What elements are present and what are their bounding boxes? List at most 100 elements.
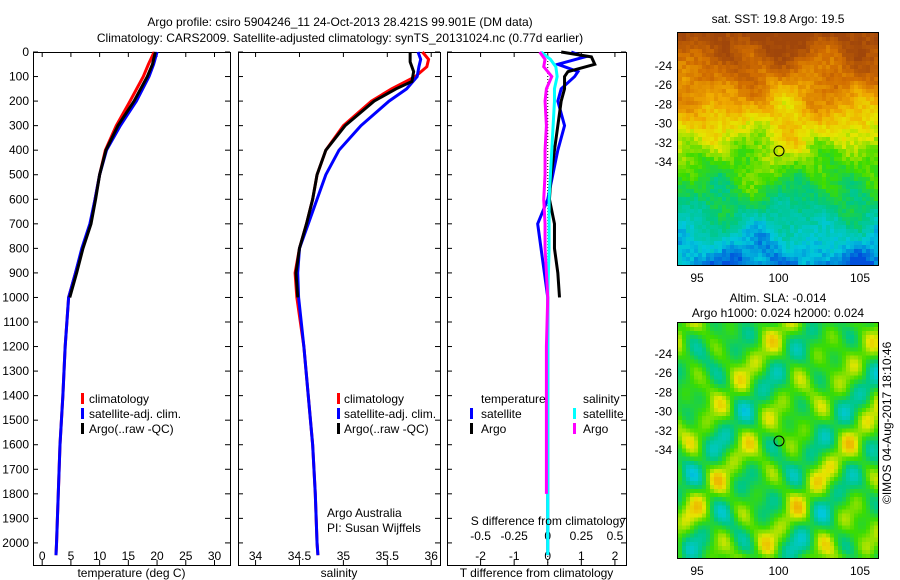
depth-tick-label: 100 [9,70,29,84]
x-tick-label: 2 [612,549,619,563]
depth-tick-label: 900 [9,266,29,280]
legend-argo: Argo(..raw -QC) [344,422,429,436]
lat-tick-label: -34 [655,443,673,457]
s-tick-label: -0.25 [500,529,528,543]
sst-map-image [678,33,878,265]
x-tick-label: -2 [475,549,486,563]
legend-salinity-title: salinity [583,392,620,406]
x-tick-label: 0 [39,549,46,563]
legend-climatology: climatology [344,392,404,406]
depth-tick-label: 1100 [3,315,29,329]
depth-tick-label: 700 [9,217,29,231]
legend-swatch-s-argo [573,423,576,434]
depth-tick-label: 400 [9,143,29,157]
depth-tick-label: 2000 [2,536,29,550]
series-salinity-argo [538,51,554,494]
depth-tick-label: 1800 [2,487,29,501]
legend-s-argo: Argo [583,422,609,436]
lon-tick-label: 105 [850,271,870,285]
x-tick-label: -1 [509,549,520,563]
lat-tick-label: -26 [655,366,673,380]
lat-tick-label: -26 [655,78,673,92]
depth-tick-label: 1000 [2,290,29,304]
legend-swatch-t-argo [470,423,473,434]
depth-tick-label: 1700 [2,462,29,476]
legend-swatch-argo [81,423,84,434]
depth-tick-label: 1200 [2,340,29,354]
sla-map-title1: Altim. SLA: -0.014 [730,291,827,305]
lon-tick-label: 105 [850,564,870,578]
series-temperature-argo [547,50,597,298]
series-temperature-satellite [536,50,590,556]
s-diff-axis-label: S difference from climatology [471,514,626,528]
lat-tick-label: -24 [655,347,673,361]
plot-frame [447,52,627,566]
legend-s-satellite: satellite [583,407,624,421]
lat-tick-label: -28 [655,385,673,399]
legend-swatch-climatology [81,393,84,404]
x-axis-label: T difference from climatology [460,566,614,580]
plot-frame [238,52,441,566]
legend-temperature-title: temperature [481,392,546,406]
x-tick-label: 36 [425,549,439,563]
depth-tick-label: 1600 [2,438,29,452]
sst-map-title: sat. SST: 19.8 Argo: 19.5 [712,12,845,26]
x-tick-label: 30 [208,549,222,563]
legend-swatch-climatology [337,393,340,404]
s-tick-label: 0.25 [570,529,594,543]
depth-tick-label: 0 [22,45,29,59]
s-tick-label: 0.5 [607,529,624,543]
depth-tick-label: 1400 [2,389,29,403]
credit-line2: PI: Susan Wijffels [327,521,421,535]
legend-swatch-argo [337,423,340,434]
lat-tick-label: -32 [655,424,673,438]
legend-swatch-t-satellite [470,408,473,419]
legend-satellite: satellite-adj. clim. [344,407,436,421]
legend-climatology: climatology [89,392,149,406]
legend-t-satellite: satellite [481,407,522,421]
lat-tick-label: -28 [655,97,673,111]
depth-tick-label: 300 [9,119,29,133]
lat-tick-label: -30 [655,117,673,131]
x-tick-label: 35 [337,549,351,563]
profile-line-climatology [54,51,156,556]
x-tick-label: 10 [93,549,107,563]
x-tick-label: 35.5 [376,549,400,563]
legend-swatch-satellite [81,408,84,419]
profile-line-argo [68,51,157,298]
legend-argo: Argo(..raw -QC) [89,422,174,436]
credit-line1: Argo Australia [327,506,402,520]
copyright-text: ©IMOS 04-Aug-2017 18:10:46 [880,341,894,504]
x-tick-label: 20 [150,549,164,563]
series-salinity-satellite [540,50,559,556]
x-tick-label: 15 [122,549,136,563]
x-tick-label: 5 [68,549,75,563]
lon-tick-label: 95 [690,564,704,578]
depth-tick-label: 500 [9,168,29,182]
depth-tick-label: 1500 [2,413,29,427]
profile-line-satellite [54,51,159,556]
lat-tick-label: -30 [655,405,673,419]
title-line2: Climatology: CARS2009. Satellite-adjuste… [97,31,583,45]
depth-tick-label: 200 [9,94,29,108]
lat-tick-label: -34 [655,155,673,169]
lon-tick-label: 100 [768,271,788,285]
profile-line-argo [294,52,416,298]
lat-tick-label: -24 [655,59,673,73]
x-tick-label: 25 [179,549,193,563]
difference-panel: -2-1012T difference from climatology-0.5… [447,50,627,580]
x-tick-label: 1 [578,549,585,563]
lon-tick-label: 95 [690,271,704,285]
depth-tick-label: 600 [9,192,29,206]
lat-tick-label: -32 [655,136,673,150]
x-axis-label: salinity [321,566,358,580]
x-tick-label: 34 [249,549,263,563]
legend-t-argo: Argo [481,422,507,436]
x-axis-label: temperature (deg C) [77,566,185,580]
profile-line-satellite [296,51,423,556]
title-line1: Argo profile: csiro 5904246_11 24-Oct-20… [147,15,532,29]
x-tick-label: 34.5 [288,549,312,563]
legend-swatch-s-satellite [573,408,576,419]
legend-swatch-satellite [337,408,340,419]
